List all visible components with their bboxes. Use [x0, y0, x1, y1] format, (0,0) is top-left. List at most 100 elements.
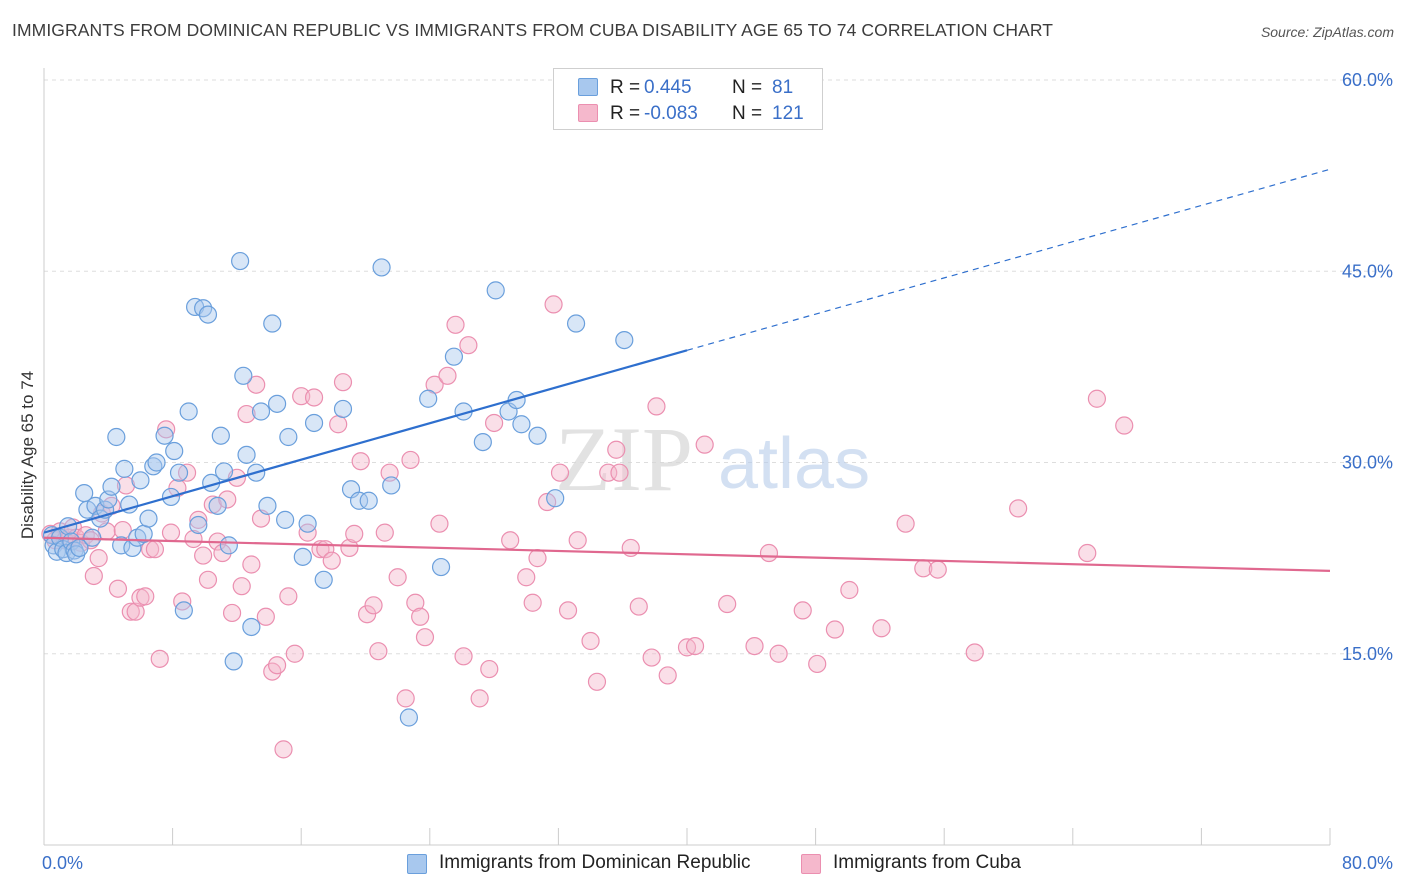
data-point-dominican — [211, 426, 230, 445]
data-point-cuba — [568, 531, 587, 550]
data-point-cuba — [157, 420, 176, 439]
data-point-cuba — [126, 602, 145, 621]
data-point-cuba — [695, 435, 714, 454]
trend-line-cuba — [43, 536, 1331, 572]
data-point-cuba — [1078, 543, 1097, 563]
data-point-cuba — [610, 463, 629, 482]
data-point-cuba — [285, 644, 304, 663]
data-point-cuba — [658, 666, 677, 685]
data-point-dominican — [174, 601, 193, 620]
data-point-dominican — [102, 477, 121, 496]
data-point-dominican — [566, 314, 586, 333]
data-point-cuba — [247, 375, 266, 394]
r-value: -0.083 — [644, 103, 698, 124]
data-point-cuba — [340, 538, 359, 558]
data-point-cuba — [454, 647, 473, 666]
data-point-dominican — [179, 402, 198, 421]
data-point-dominican — [263, 314, 282, 333]
data-point-cuba — [198, 570, 218, 589]
data-point-cuba — [388, 568, 407, 587]
data-point-cuba — [647, 397, 666, 416]
data-point-cuba — [1009, 499, 1028, 518]
data-point-dominican — [165, 441, 184, 461]
n-value: 81 — [772, 77, 794, 98]
data-point-dominican — [359, 491, 378, 510]
data-point-cuba — [825, 620, 844, 639]
data-point-cuba — [550, 463, 570, 482]
data-point-cuba — [322, 551, 341, 570]
data-point-cuba — [89, 549, 108, 568]
data-point-cuba — [358, 605, 377, 624]
data-point-dominican — [314, 570, 333, 589]
data-point-cuba — [256, 607, 275, 626]
chart-title: IMMIGRANTS FROM DOMINICAN REPUBLIC VS IM… — [12, 20, 1054, 40]
data-point-dominican — [304, 413, 324, 433]
data-point-dominican — [214, 462, 234, 481]
data-point-cuba — [965, 643, 984, 662]
data-point-dominican — [242, 617, 261, 637]
data-point-dominican — [107, 427, 126, 447]
data-point-cuba — [808, 654, 827, 674]
data-point-dominican — [139, 509, 158, 528]
data-point-cuba — [237, 404, 256, 424]
stats-row-cuba: R = -0.083 N = 121 — [554, 101, 822, 127]
data-point-dominican — [219, 536, 238, 555]
data-point-cuba — [896, 514, 915, 533]
y-tick-label: 30.0% — [1342, 453, 1393, 473]
x-tick-label: 0.0% — [42, 853, 83, 873]
data-point-cuba — [523, 593, 542, 612]
trend-line-dominican — [43, 349, 688, 534]
data-point-cuba — [375, 523, 394, 542]
data-point-dominican — [382, 476, 401, 495]
data-point-dominican — [251, 402, 271, 421]
legend-label: Immigrants from Cuba — [833, 852, 1021, 873]
y-tick-label: 45.0% — [1342, 261, 1393, 281]
trend-lines — [43, 168, 1331, 572]
data-point-cuba — [528, 549, 547, 568]
data-point-cuba — [145, 540, 165, 559]
data-point-dominican — [231, 251, 250, 271]
data-point-cuba — [304, 388, 324, 407]
data-point-dominican — [224, 652, 243, 671]
data-point-cuba — [928, 560, 947, 579]
data-point-dominican — [486, 281, 505, 300]
data-point-cuba — [544, 295, 563, 314]
series-dominican-republic — [42, 251, 634, 727]
data-point-cuba — [446, 315, 465, 334]
data-point-cuba — [759, 543, 779, 563]
data-point-cuba — [222, 603, 242, 623]
data-point-dominican — [115, 459, 134, 478]
data-point-cuba — [406, 593, 425, 612]
watermark-zip: ZIP — [555, 408, 693, 510]
data-point-cuba — [769, 644, 788, 663]
y-axis-label: Disability Age 65 to 74 — [18, 371, 37, 539]
data-point-dominican — [276, 510, 295, 529]
data-point-dominican — [333, 399, 353, 419]
watermark-atlas: atlas — [718, 424, 870, 504]
source-label: Source: ZipAtlas.com — [1260, 24, 1394, 40]
data-point-dominican — [399, 708, 419, 727]
data-point-dominican — [546, 489, 565, 508]
n-label: N = — [732, 77, 763, 98]
blue-swatch — [578, 78, 598, 96]
r-value: 0.445 — [644, 77, 692, 98]
data-point-dominican — [372, 258, 391, 277]
legend-label: Immigrants from Dominican Republic — [439, 852, 751, 873]
data-point-cuba — [485, 413, 504, 433]
data-point-dominican — [258, 496, 277, 515]
data-point-cuba — [718, 594, 737, 614]
data-point-dominican — [189, 515, 208, 535]
pink-swatch — [578, 104, 598, 122]
data-point-dominican — [419, 389, 438, 408]
data-point-cuba — [438, 366, 457, 385]
data-point-dominican — [431, 557, 451, 577]
data-point-cuba — [84, 566, 103, 586]
y-tick-label: 60.0% — [1342, 70, 1393, 90]
data-point-cuba — [345, 524, 364, 544]
data-point-dominican — [615, 331, 634, 350]
data-point-cuba — [218, 490, 237, 509]
data-point-cuba — [184, 529, 203, 549]
data-point-cuba — [194, 546, 213, 565]
data-point-dominican — [298, 514, 317, 533]
data-point-cuba — [581, 631, 600, 651]
